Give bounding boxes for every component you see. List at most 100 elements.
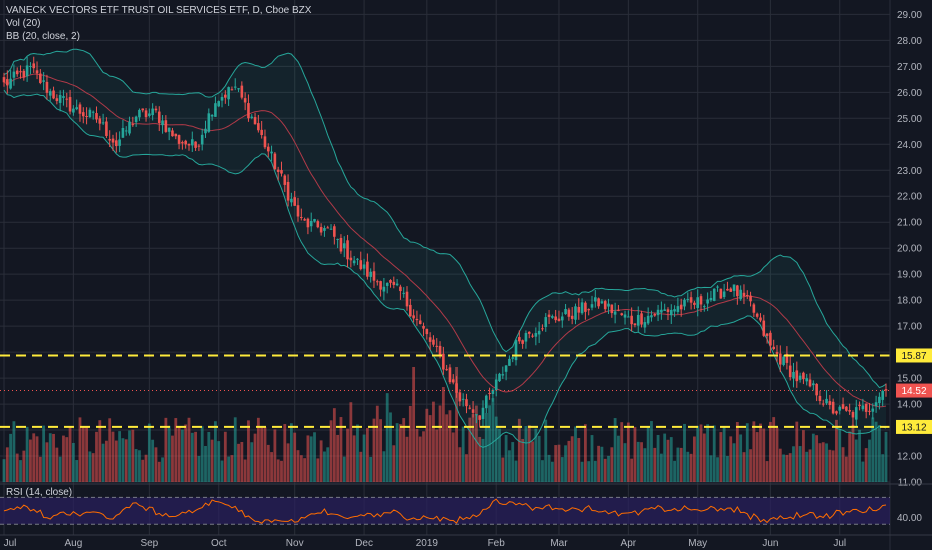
candle [154, 105, 158, 113]
volume-bar [531, 441, 534, 482]
volume-bar [339, 417, 343, 482]
candle [19, 65, 22, 79]
candle [501, 366, 505, 379]
candle [138, 108, 141, 121]
volume-bar [818, 443, 822, 482]
rsi-line [3, 498, 887, 524]
volume-bar [838, 429, 842, 482]
volume-bar [385, 393, 389, 482]
candle [194, 141, 197, 151]
candle [375, 279, 379, 286]
bollinger-legend[interactable]: BB (20, close, 2) [6, 31, 80, 42]
volume-legend[interactable]: Vol (20) [6, 18, 41, 29]
x-tick-label: Jul [833, 538, 846, 549]
volume-bar [517, 418, 521, 482]
candle [815, 383, 818, 402]
volume-bar [319, 440, 323, 482]
candle [696, 289, 700, 317]
x-tick-label: Oct [211, 538, 227, 549]
volume-bar [656, 434, 660, 482]
volume-bars [2, 367, 888, 482]
volume-bar [405, 436, 409, 482]
candle [402, 287, 406, 298]
candle [290, 192, 293, 207]
volume-bar [138, 450, 141, 482]
candle [541, 324, 544, 332]
volume-bar [369, 456, 373, 482]
volume-bar [574, 426, 577, 482]
volume-bar [154, 447, 158, 482]
x-tick-label: May [688, 538, 707, 549]
volume-bar [438, 405, 442, 482]
volume-bar [617, 435, 620, 482]
candle [458, 389, 462, 407]
candle [871, 403, 875, 420]
volume-bar [415, 428, 419, 482]
candle [171, 127, 174, 137]
candle [577, 298, 581, 320]
candle [42, 72, 45, 91]
volume-bar [134, 449, 138, 482]
candle [128, 116, 131, 136]
candle [425, 328, 429, 340]
candle [131, 116, 135, 127]
volume-bar [118, 431, 122, 482]
candle [838, 405, 842, 415]
candle [643, 317, 647, 333]
volume-bar [48, 433, 52, 482]
candle [570, 307, 574, 325]
candle [607, 298, 610, 315]
volume-bar [752, 421, 756, 482]
volume-bar [180, 429, 184, 482]
candle [719, 288, 723, 299]
volume-bar [121, 438, 125, 482]
candle [372, 262, 376, 288]
candle [273, 151, 277, 170]
volume-bar [362, 434, 366, 482]
volume-bar [35, 436, 39, 482]
volume-bar [468, 417, 472, 482]
candle [551, 314, 554, 319]
candle [316, 219, 320, 229]
volume-bar [835, 419, 838, 482]
volume-bar [101, 443, 105, 482]
candle [699, 293, 703, 313]
candle [58, 90, 62, 112]
x-tick-label: Aug [64, 538, 82, 549]
candle [333, 224, 336, 245]
candle [385, 282, 389, 294]
volume-bar [709, 455, 713, 482]
candle [319, 223, 323, 236]
candle [95, 106, 98, 123]
candle [484, 394, 488, 414]
volume-bar [666, 439, 670, 482]
candle [409, 298, 412, 317]
candle [636, 306, 640, 332]
level-badge-label: 13.12 [901, 422, 926, 433]
candle [554, 309, 557, 323]
candle [296, 197, 300, 222]
x-tick-label: Dec [355, 538, 373, 549]
volume-bar [303, 458, 307, 482]
volume-bar [144, 454, 148, 482]
volume-bar [289, 423, 293, 482]
volume-bar [250, 442, 254, 482]
volume-bar [342, 456, 346, 482]
candle [594, 289, 597, 308]
volume-bar [484, 413, 488, 482]
candle [174, 133, 178, 140]
candle [544, 313, 548, 332]
rsi-legend[interactable]: RSI (14, close) [6, 487, 73, 498]
candle [587, 308, 590, 316]
volume-bar [673, 460, 676, 482]
candle [798, 372, 802, 383]
candle [739, 285, 742, 301]
candle [144, 108, 148, 122]
candle [227, 86, 230, 106]
symbol-legend[interactable]: VANECK VECTORS ETF TRUST OIL SERVICES ET… [6, 5, 312, 16]
volume-bar [877, 425, 881, 482]
volume-bar [408, 405, 412, 482]
volume-bar [227, 456, 231, 482]
volume-bar [402, 418, 406, 482]
